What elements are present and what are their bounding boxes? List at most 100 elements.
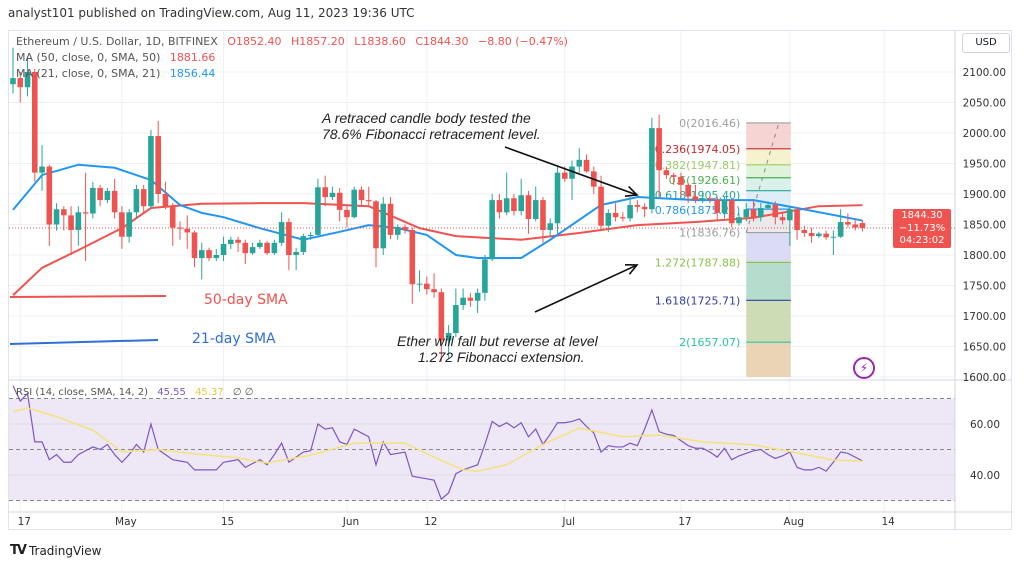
candle — [503, 172, 510, 216]
candle-body — [17, 78, 24, 88]
candle-body — [823, 233, 829, 238]
fib-label-0.786: 0.786(1875.21) — [655, 204, 741, 217]
candle-body — [53, 209, 60, 225]
footer-brand[interactable]: TV TradingView — [10, 543, 101, 558]
candle-body — [554, 172, 561, 224]
candle-body — [155, 136, 161, 194]
sma21-legend-line — [9, 339, 159, 345]
candle-body — [228, 239, 234, 245]
sma50-legend-line — [9, 295, 167, 298]
candle — [148, 129, 154, 210]
candle-body — [772, 204, 779, 218]
candle — [525, 190, 532, 234]
currency-button[interactable]: USD — [962, 33, 1010, 53]
candle — [119, 206, 125, 249]
ohlc-close: C1844.30 — [415, 35, 469, 48]
candle-body — [358, 189, 365, 201]
rsi-legend[interactable]: RSI (14, close, SMA, 14, 2) 45.55 45.37 … — [16, 387, 254, 398]
fib-label-2: 2(1657.07) — [679, 336, 740, 349]
candle-body — [511, 198, 517, 212]
candle-body — [757, 208, 764, 218]
candle-body — [453, 305, 459, 334]
candle — [511, 194, 517, 216]
annotation-bottom-line2: 1.272 Fibonacci extension. — [418, 349, 585, 365]
candle — [97, 184, 103, 207]
candle-body — [467, 297, 474, 301]
candle-body — [380, 203, 387, 249]
price-tick-label: 2100.00 — [963, 67, 1006, 79]
candle-body — [249, 247, 256, 254]
candle-body — [293, 251, 299, 255]
candle-body — [344, 209, 350, 218]
candle — [801, 225, 808, 237]
ma50-legend[interactable]: MA (50, close, 0, SMA, 50) 1881.66 — [16, 51, 215, 64]
candle-body — [845, 222, 851, 225]
candle — [424, 276, 430, 295]
candle-body — [837, 222, 844, 237]
candle — [365, 186, 372, 207]
candle — [242, 239, 249, 265]
candle — [198, 242, 205, 280]
candle-body — [365, 200, 372, 202]
candle-body — [779, 217, 786, 221]
candle-body — [220, 244, 227, 255]
candle-body — [424, 283, 430, 290]
rsi-sma-value: 45.37 — [195, 387, 224, 398]
candle-body — [634, 204, 641, 207]
candle-body — [808, 233, 815, 237]
price-tick-label: 1850.00 — [963, 220, 1006, 232]
candle — [17, 72, 24, 103]
candle — [569, 160, 575, 201]
candle-body — [271, 242, 278, 254]
candle-body — [583, 159, 590, 172]
candle-body — [431, 289, 437, 293]
candle — [133, 184, 140, 219]
price-tick-label: 1600.00 — [963, 372, 1006, 384]
ma21-legend[interactable]: MA (21, close, 0, SMA, 21) 1856.44 — [16, 67, 215, 80]
candle-body — [322, 187, 328, 198]
candle-body — [286, 222, 292, 255]
candle — [61, 206, 67, 231]
candle — [627, 197, 633, 222]
symbol-name[interactable]: Ethereum / U.S. Dollar, 1D, BITFINEX — [16, 35, 218, 48]
candle-body — [68, 215, 74, 230]
candle-body — [707, 198, 713, 200]
price-tick-label: 1650.00 — [963, 342, 1006, 354]
candle-body — [489, 200, 495, 260]
candle-body — [540, 200, 546, 230]
candle — [336, 187, 343, 222]
candle — [837, 209, 844, 238]
candle-body — [794, 209, 800, 230]
lightning-bolt-icon[interactable]: ⚡ — [853, 357, 875, 379]
candle-body — [242, 242, 249, 254]
fib-label-0: 0(2016.46) — [679, 117, 740, 130]
candle-body — [278, 222, 285, 243]
candle-body — [307, 234, 314, 237]
symbol-legend: Ethereum / U.S. Dollar, 1D, BITFINEX O18… — [16, 35, 568, 48]
price-change-pct: −11.73% — [898, 222, 946, 234]
rsi-value: 45.55 — [157, 387, 186, 398]
candle — [257, 239, 263, 249]
candle — [177, 221, 183, 240]
tradingview-logo-icon: TV — [10, 543, 27, 558]
candle-body — [61, 209, 67, 216]
candle — [162, 181, 169, 210]
candle — [249, 242, 256, 255]
candle — [409, 227, 416, 304]
candle — [402, 224, 408, 234]
price-tick-label: 1800.00 — [963, 250, 1006, 262]
candle — [547, 218, 554, 237]
candle — [620, 212, 626, 222]
sma50-line — [12, 202, 863, 296]
date-tick-label: 15 — [221, 516, 234, 528]
candle-body — [409, 229, 416, 285]
candle — [721, 197, 728, 219]
fib-zone-2 — [746, 342, 791, 377]
candle — [380, 197, 387, 255]
fib-label-0.382: 0.382(1947.81) — [655, 159, 741, 172]
candle — [641, 203, 648, 218]
rsi-tick-label: 40.00 — [970, 470, 1000, 482]
candle — [518, 178, 524, 216]
candle-body — [111, 190, 118, 213]
